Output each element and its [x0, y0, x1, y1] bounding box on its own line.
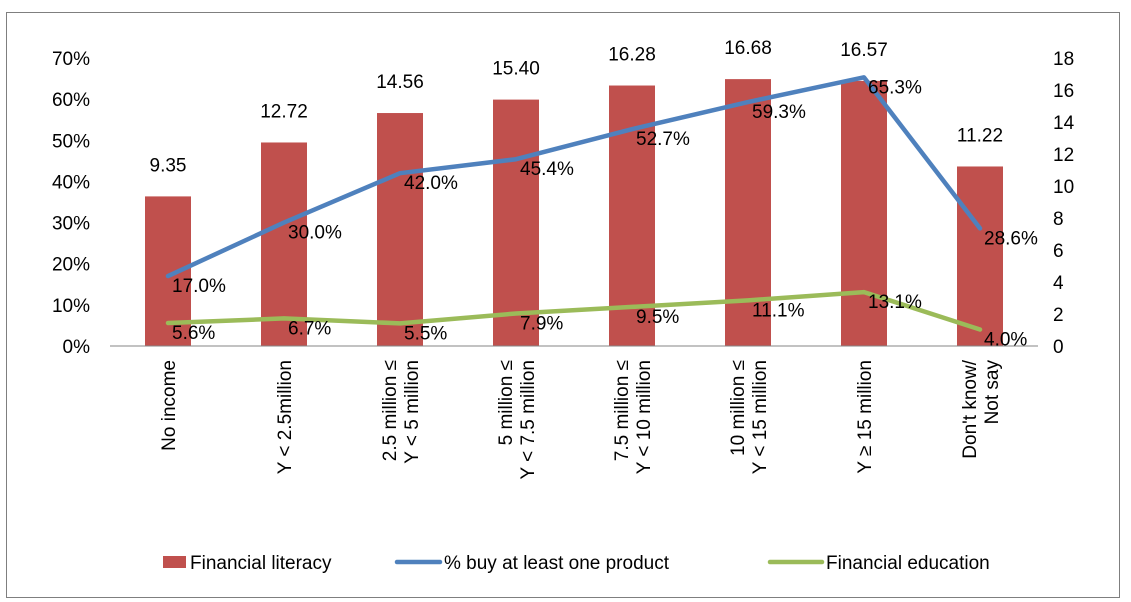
bar-financial-literacy: [377, 113, 423, 346]
y-right-tick-label: 0: [1053, 337, 1064, 358]
bar-data-label: 16.57: [840, 40, 888, 61]
line-data-label: 45.4%: [520, 159, 574, 180]
bar-data-label: 14.56: [376, 72, 424, 93]
y-right-tick-label: 14: [1053, 113, 1075, 134]
bar-data-label: 9.35: [150, 155, 187, 176]
y-left-tick-label: 10%: [52, 296, 90, 317]
bar-data-label: 15.40: [492, 59, 540, 80]
y-right-tick-label: 12: [1053, 145, 1074, 166]
x-category-label: Y < 7.5 million: [518, 360, 539, 480]
line-data-label: 65.3%: [868, 77, 922, 98]
bar-data-label: 12.72: [260, 101, 308, 122]
y-right-tick-label: 16: [1053, 81, 1074, 102]
series-line-financial-education: [165, 289, 983, 332]
x-category-label: Y < 2.5million: [275, 360, 296, 474]
y-right-tick-label: 6: [1053, 241, 1064, 262]
line-data-label: 4.0%: [984, 330, 1027, 351]
y-left-tick-label: 30%: [52, 214, 90, 235]
y-right-tick-label: 8: [1053, 209, 1064, 230]
bar-data-label: 16.28: [608, 45, 656, 66]
line-data-label: 52.7%: [636, 129, 690, 150]
x-category-label: No income: [159, 360, 180, 451]
x-category-label: 10 million ≤: [728, 360, 749, 456]
x-category-label: 5 million ≤: [496, 360, 517, 445]
y-right-tick-label: 10: [1053, 177, 1074, 198]
line-data-label: 28.6%: [984, 228, 1038, 249]
y-right-tick-label: 2: [1053, 305, 1064, 326]
bar-financial-literacy: [493, 99, 539, 346]
y-left-tick-label: 0%: [63, 337, 91, 358]
line-data-label: 42.0%: [404, 173, 458, 194]
bar-financial-literacy: [841, 80, 887, 346]
line-data-label: 5.6%: [172, 323, 215, 344]
legend-swatch-bar: [163, 556, 186, 568]
legend-label: % buy at least one product: [444, 553, 670, 574]
line-data-label: 5.5%: [404, 323, 447, 344]
y-left-tick-label: 50%: [52, 131, 90, 152]
line-data-label: 11.1%: [752, 300, 805, 321]
series-line-buy-product: [165, 75, 983, 279]
x-category-label: Y < 15 million: [750, 360, 771, 474]
y-left-tick-label: 70%: [52, 49, 90, 70]
x-category-label: Don't know/: [960, 359, 981, 458]
x-category-label: Y ≥ 15 million: [855, 360, 876, 474]
y-left-tick-label: 60%: [52, 90, 90, 111]
x-category-label: Not say: [982, 360, 1003, 425]
line-data-label: 9.5%: [636, 307, 679, 328]
line-data-label: 30.0%: [288, 223, 342, 244]
bar-financial-literacy: [957, 166, 1003, 346]
line-data-label: 7.9%: [520, 313, 563, 334]
legend-label: Financial literacy: [190, 553, 332, 574]
line-data-label: 6.7%: [288, 318, 331, 339]
line-data-label: 13.1%: [868, 292, 922, 313]
x-category-label: Y < 5 million: [402, 360, 423, 464]
y-left-tick-label: 20%: [52, 255, 90, 276]
x-category-label: Y < 10 million: [634, 360, 655, 474]
line-data-label: 17.0%: [172, 276, 226, 297]
y-right-tick-label: 4: [1053, 273, 1064, 294]
bar-data-label: 16.68: [724, 38, 772, 59]
x-category-label: 2.5 million ≤: [380, 360, 401, 461]
chart-frame: [6, 12, 1120, 598]
line-data-label: 59.3%: [752, 102, 806, 123]
y-left-tick-label: 40%: [52, 172, 90, 193]
bar-financial-literacy: [261, 142, 307, 346]
legend-label: Financial education: [826, 553, 990, 574]
bar-data-label: 11.22: [957, 125, 1003, 146]
y-right-tick-label: 18: [1053, 49, 1074, 70]
x-category-label: 7.5 million ≤: [612, 360, 633, 461]
